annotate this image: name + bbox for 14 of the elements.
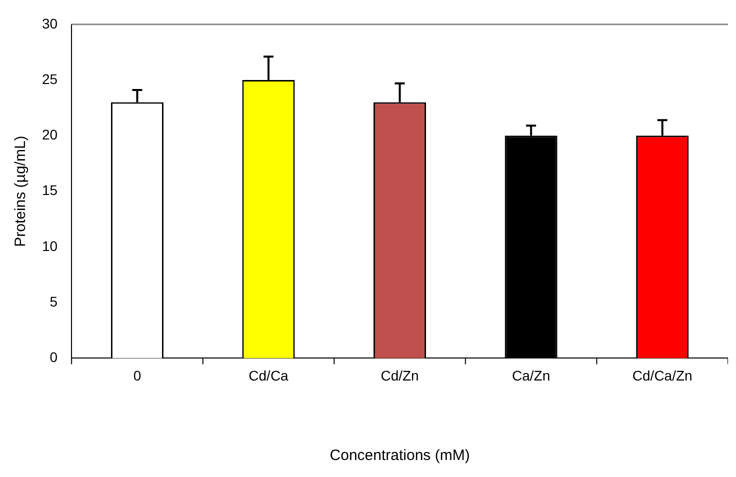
y-tick-label: 20 [42, 126, 58, 143]
y-tick-label: 15 [42, 182, 58, 198]
y-tick-label: 5 [50, 293, 58, 310]
y-tick-label: 30 [42, 15, 58, 32]
x-tick-label: Ca/Zn [512, 367, 550, 384]
y-axis-title: Proteins (µg/mL) [12, 136, 30, 247]
y-tick-label: 10 [42, 238, 58, 254]
y-tick-label: 25 [42, 70, 58, 87]
x-tick-label: Cd/Zn [380, 367, 419, 384]
x-tick-label: Cd/Ca [248, 367, 289, 384]
x-tick-label: 0 [133, 367, 142, 384]
y-tick-label: 0 [50, 349, 58, 366]
x-tick-label: Cd/Ca/Zn [632, 367, 692, 384]
x-axis-title: Concentrations (mM) [330, 447, 470, 464]
